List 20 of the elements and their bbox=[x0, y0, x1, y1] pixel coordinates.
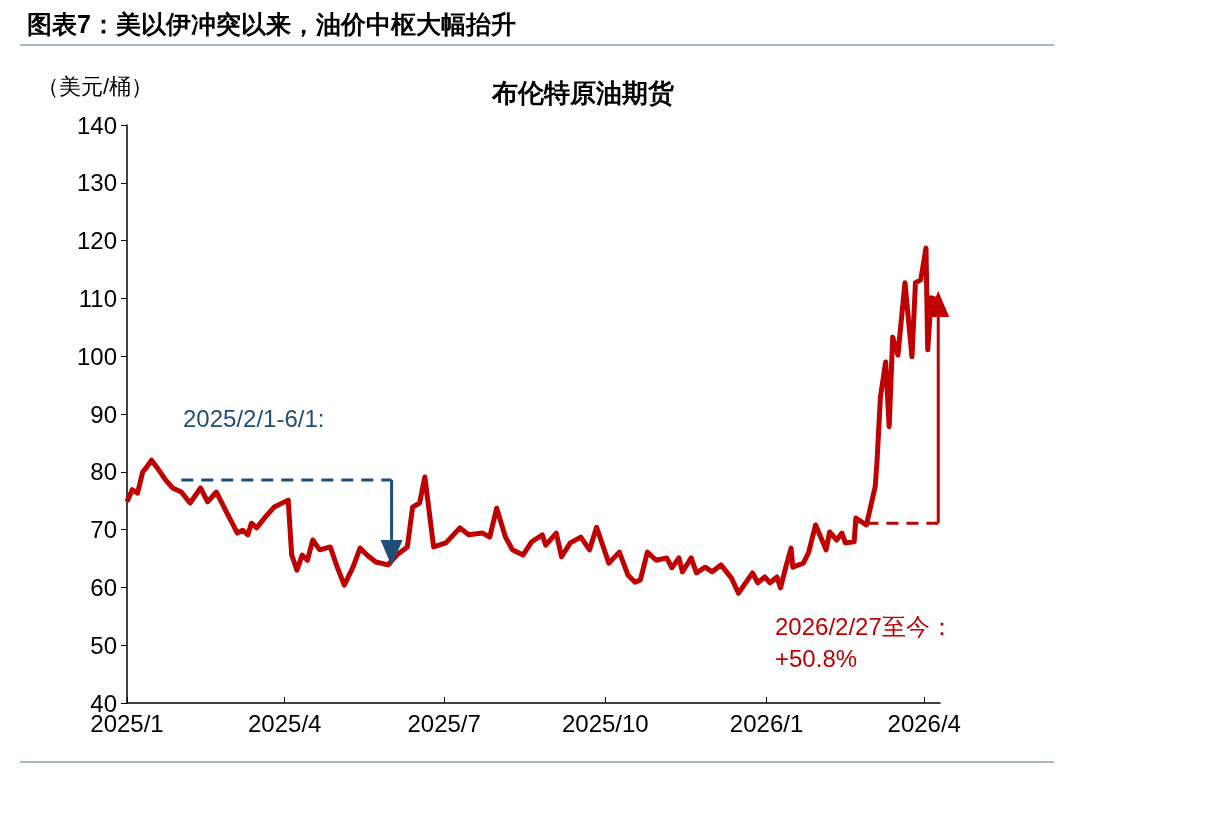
y-tick-label: 80 bbox=[90, 458, 117, 486]
annotation: 2026/2/27至今： +50.8% bbox=[775, 612, 954, 672]
y-tick-label: 50 bbox=[90, 631, 117, 659]
x-tick-label: 2026/4 bbox=[887, 709, 961, 737]
y-tick-label: 70 bbox=[90, 516, 117, 544]
y-tick-label: 120 bbox=[76, 227, 117, 255]
annotation: 2025/2/1-6/1: bbox=[183, 404, 325, 432]
x-tick-label: 2025/4 bbox=[247, 709, 322, 737]
y-axis-title: （美元/桶） bbox=[37, 73, 154, 99]
y-tick-label: 90 bbox=[90, 400, 117, 428]
x-tick-label: 2025/10 bbox=[561, 709, 649, 737]
x-tick-label: 2026/1 bbox=[729, 709, 804, 737]
chart-subtitle: 布伦特原油期货 bbox=[491, 78, 674, 108]
y-tick-label: 60 bbox=[90, 573, 117, 601]
y-tick-label: 140 bbox=[76, 111, 117, 139]
y-tick-label: 130 bbox=[76, 169, 117, 197]
y-tick-label: 110 bbox=[78, 284, 117, 312]
x-tick-label: 2025/7 bbox=[407, 709, 481, 737]
chart-title: 图表7：美以伊冲突以来，油价中枢大幅抬升 bbox=[27, 9, 516, 38]
y-tick-label: 100 bbox=[76, 342, 117, 370]
